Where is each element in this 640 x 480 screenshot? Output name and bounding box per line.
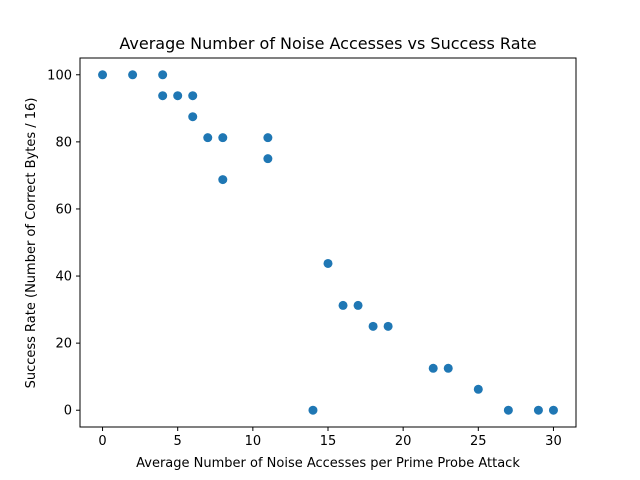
x-tick-label: 0 bbox=[98, 434, 106, 449]
scatter-point bbox=[473, 384, 483, 394]
scatter-point bbox=[338, 300, 348, 310]
scatter-point bbox=[383, 321, 393, 331]
x-tick-label: 25 bbox=[470, 434, 487, 449]
x-tick-label: 10 bbox=[245, 434, 262, 449]
scatter-point bbox=[368, 321, 378, 331]
x-tick-label: 15 bbox=[320, 434, 337, 449]
scatter-point bbox=[263, 154, 273, 164]
scatter-point bbox=[203, 133, 213, 143]
x-tick-label: 5 bbox=[174, 434, 182, 449]
scatter-point bbox=[218, 175, 228, 185]
scatter-point bbox=[533, 405, 543, 415]
y-tick-label: 40 bbox=[55, 270, 72, 285]
scatter-point bbox=[188, 112, 198, 122]
x-tick-label: 30 bbox=[545, 434, 562, 449]
scatter-point bbox=[428, 363, 438, 373]
y-axis-title: Success Rate (Number of Correct Bytes / … bbox=[24, 98, 39, 389]
y-tick-label: 20 bbox=[55, 337, 72, 352]
scatter-point bbox=[188, 91, 198, 101]
y-axis: 0 20 40 60 80 100 bbox=[47, 68, 80, 419]
scatter-point bbox=[263, 133, 273, 143]
x-tick-label: 20 bbox=[395, 434, 412, 449]
scatter-point bbox=[323, 258, 333, 268]
scatter-point bbox=[158, 70, 168, 80]
x-axis-title: Average Number of Noise Accesses per Pri… bbox=[136, 456, 520, 471]
scatter-point bbox=[308, 405, 318, 415]
y-tick-label: 0 bbox=[64, 404, 72, 419]
scatter-point bbox=[548, 405, 558, 415]
scatter-point bbox=[218, 133, 228, 143]
plot-area bbox=[98, 70, 558, 415]
y-tick-label: 80 bbox=[55, 135, 72, 150]
y-tick-label: 100 bbox=[47, 68, 72, 83]
scatter-point bbox=[443, 363, 453, 373]
scatter-point bbox=[158, 91, 168, 101]
chart-title: Average Number of Noise Accesses vs Succ… bbox=[119, 34, 536, 53]
scatter-point bbox=[173, 91, 183, 101]
scatter-point bbox=[98, 70, 108, 80]
scatter-point bbox=[503, 405, 513, 415]
y-tick-label: 60 bbox=[55, 202, 72, 217]
x-axis: 0 5 10 15 20 25 30 bbox=[98, 427, 562, 449]
scatter-point bbox=[128, 70, 138, 80]
scatter-point bbox=[353, 300, 363, 310]
